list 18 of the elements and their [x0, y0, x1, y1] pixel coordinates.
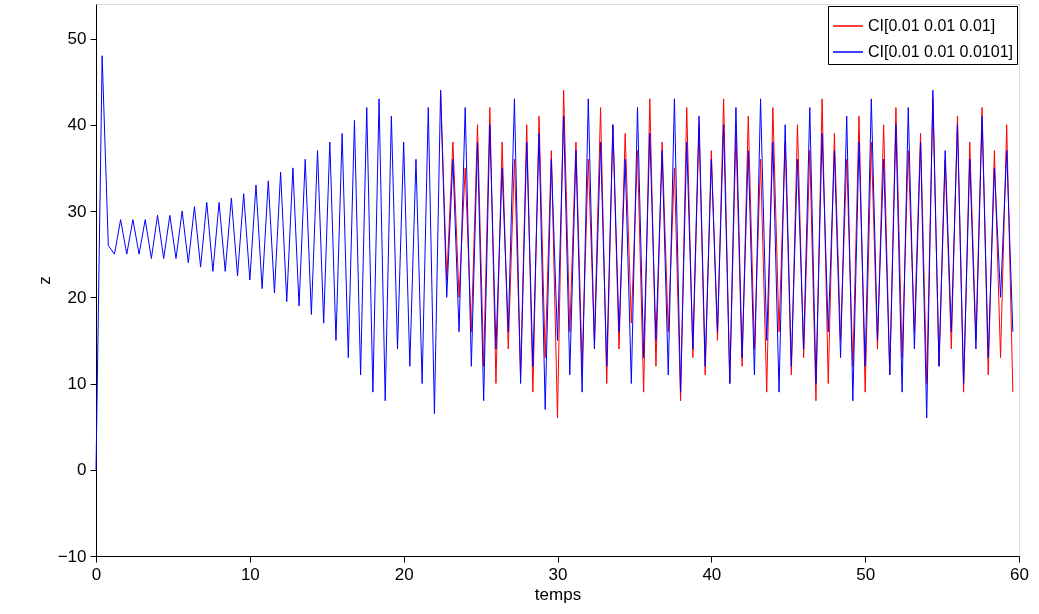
x-tick-label: 20: [394, 564, 414, 584]
x-tick-label: 40: [702, 564, 722, 584]
y-tick-label: 30: [67, 201, 87, 221]
legend-label: CI[0.01 0.01 0.01]: [868, 17, 996, 34]
x-tick-label: 50: [856, 564, 876, 584]
y-tick-label: −10: [57, 546, 87, 566]
y-tick-label: 50: [67, 29, 87, 48]
y-axis-title: z: [34, 276, 54, 285]
x-tick-label: 30: [548, 564, 568, 584]
x-tick-label: 60: [1010, 564, 1029, 584]
x-tick-label: 0: [91, 564, 102, 584]
y-tick-label: 40: [67, 115, 87, 135]
legend-label: CI[0.01 0.01 0.0101]: [868, 43, 1013, 60]
x-tick-label: 10: [240, 564, 260, 584]
y-tick-label: 20: [67, 287, 87, 307]
x-axis-title: temps: [534, 584, 582, 604]
y-tick-label: 10: [67, 374, 87, 393]
y-tick-label: 0: [77, 460, 87, 480]
